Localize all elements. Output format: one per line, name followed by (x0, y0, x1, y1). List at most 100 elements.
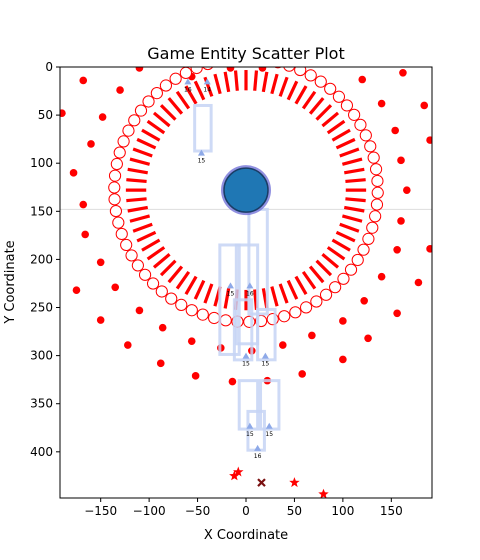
hollow-marker (150, 87, 163, 100)
enemy-dot (403, 186, 411, 194)
star-marker (289, 477, 300, 488)
x-tick-label: 0 (242, 504, 250, 518)
ring-segment (335, 230, 356, 243)
enemy-dot (393, 245, 401, 254)
hollow-marker (115, 227, 128, 241)
enemy-dot (228, 377, 237, 386)
y-tick-label: 100 (30, 156, 53, 170)
ring-segment (167, 97, 184, 115)
x-tick-label: −150 (84, 504, 117, 518)
hollow-marker (110, 157, 123, 171)
x-tick-label: 150 (380, 504, 403, 518)
ring-segment (326, 246, 346, 261)
chart-title: Game Entity Scatter Plot (147, 44, 344, 63)
ring-segment (345, 178, 366, 184)
tower-label: 16 (246, 290, 254, 297)
hollow-marker (340, 99, 354, 112)
hollow-marker (128, 114, 141, 127)
ring-segment (146, 119, 166, 135)
tower-label: 14 (203, 86, 211, 93)
ring-segment (159, 104, 177, 121)
tower-marker (246, 282, 254, 289)
ring-segment (223, 71, 231, 93)
tower-label: 15 (198, 158, 206, 165)
ring-segment (175, 90, 191, 110)
enemy-dot (399, 68, 407, 77)
enemy-dot (377, 99, 386, 108)
hollow-marker (332, 90, 346, 103)
y-tick-label: 200 (30, 252, 53, 266)
ring-segment (326, 119, 346, 135)
y-tick-label: 400 (30, 445, 53, 459)
hollow-marker (196, 308, 209, 321)
tower-marker (203, 78, 211, 85)
ring-segment (126, 197, 147, 203)
ring-segment (223, 288, 231, 309)
enemy-dot (377, 272, 386, 281)
hollow-marker (369, 163, 383, 176)
y-tick-label: 250 (30, 301, 53, 315)
ring-segment (126, 178, 147, 184)
hollow-marker (146, 277, 160, 290)
hollow-marker (299, 301, 313, 314)
cross-stroke (257, 478, 266, 487)
ring-segment (152, 253, 171, 269)
hollow-marker (357, 243, 370, 256)
x-tick-label: −50 (185, 504, 210, 518)
enemy-dot (69, 169, 78, 177)
hollow-marker (366, 221, 379, 234)
ring-segment (335, 137, 356, 150)
hollow-marker (351, 253, 364, 267)
enemy-dot (414, 278, 423, 287)
ring-segment (270, 73, 279, 95)
ring-segment (203, 283, 214, 304)
enemy-dot (397, 156, 405, 165)
tower-marker (265, 422, 273, 429)
ring-segment (270, 286, 279, 307)
enemy-dot (72, 286, 81, 294)
y-tick-label: 150 (30, 204, 53, 218)
enemy-dot (187, 337, 196, 345)
hollow-marker (266, 313, 279, 326)
ring-segment (129, 214, 151, 223)
hollow-marker (344, 263, 358, 276)
hollow-marker (165, 292, 178, 305)
tower-marker (184, 78, 192, 85)
plot-area: 15 16 14 15 16 15 15 15 15 16 (60, 67, 432, 498)
ring-segment (278, 76, 289, 97)
ring-segment (193, 80, 206, 101)
ring-segment (286, 80, 299, 101)
ring-segment (136, 137, 157, 150)
enemy-dot (308, 331, 316, 340)
hollow-marker (304, 69, 317, 82)
hollow-marker (362, 232, 375, 245)
enemy-dot (79, 200, 88, 209)
hollow-marker (175, 298, 188, 311)
hollow-marker (337, 272, 350, 285)
hollow-marker (314, 75, 327, 88)
hollow-marker (113, 146, 126, 159)
hollow-marker (125, 249, 138, 262)
ring-segment (341, 157, 363, 166)
enemy-dot (156, 359, 165, 368)
ring-segment (339, 147, 360, 158)
x-axis-ticks: −150 −100 −50 0 50 100 150 (84, 498, 403, 518)
ring-segment (127, 167, 149, 175)
enemy-dot (87, 140, 95, 148)
enemy-dot (391, 126, 399, 135)
zone-rect (232, 298, 254, 362)
hollow-marker (359, 129, 372, 142)
tower-label: 16 (254, 453, 262, 460)
ring-segment (308, 265, 325, 284)
tower-label: 15 (262, 361, 270, 368)
enemy-dot (339, 317, 347, 325)
ring-segment (146, 246, 166, 261)
enemy-dot (96, 316, 105, 324)
tower-label: 15 (246, 431, 254, 438)
boss-marker (223, 167, 269, 213)
hollow-marker (185, 304, 198, 317)
enemy-dot (279, 341, 287, 349)
enemy-dot (397, 217, 405, 225)
enemy-dot (124, 341, 132, 349)
ring-segment (253, 70, 259, 91)
